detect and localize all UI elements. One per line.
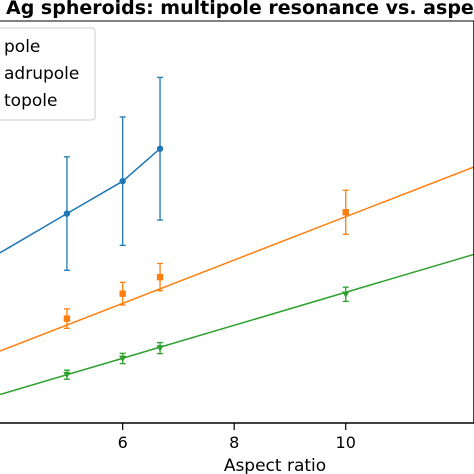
- data-point: [156, 273, 164, 281]
- series-layer: [0, 76, 474, 396]
- data-point: [63, 210, 71, 217]
- data-point: [156, 345, 164, 352]
- legend-label-3: topole: [4, 91, 57, 111]
- series-2: [0, 166, 474, 352]
- x-tick-label: 8: [229, 433, 239, 452]
- legend-label-1: pole: [4, 37, 40, 57]
- series-line: [0, 148, 161, 254]
- series-1: [0, 76, 164, 271]
- chart-title: Ag spheroids: multipole resonance vs. as…: [6, 0, 474, 19]
- data-point: [119, 290, 126, 297]
- data-point: [156, 145, 164, 152]
- series-3: [0, 253, 474, 396]
- data-point: [119, 355, 127, 363]
- data-point: [342, 209, 349, 216]
- data-point: [63, 315, 71, 322]
- x-tick-label: 6: [118, 433, 128, 452]
- data-point: [63, 371, 71, 379]
- x-axis-label: Aspect ratio: [224, 456, 326, 474]
- series-line: [0, 253, 474, 396]
- data-point: [119, 177, 126, 185]
- data-point: [342, 291, 350, 298]
- legend-box: [0, 27, 96, 121]
- axes: 6 8 10: [0, 20, 474, 452]
- legend: pole adrupole topole: [0, 27, 96, 121]
- legend-label-2: adrupole: [4, 64, 79, 84]
- series-line: [0, 166, 474, 352]
- x-tick-label: 10: [336, 433, 356, 452]
